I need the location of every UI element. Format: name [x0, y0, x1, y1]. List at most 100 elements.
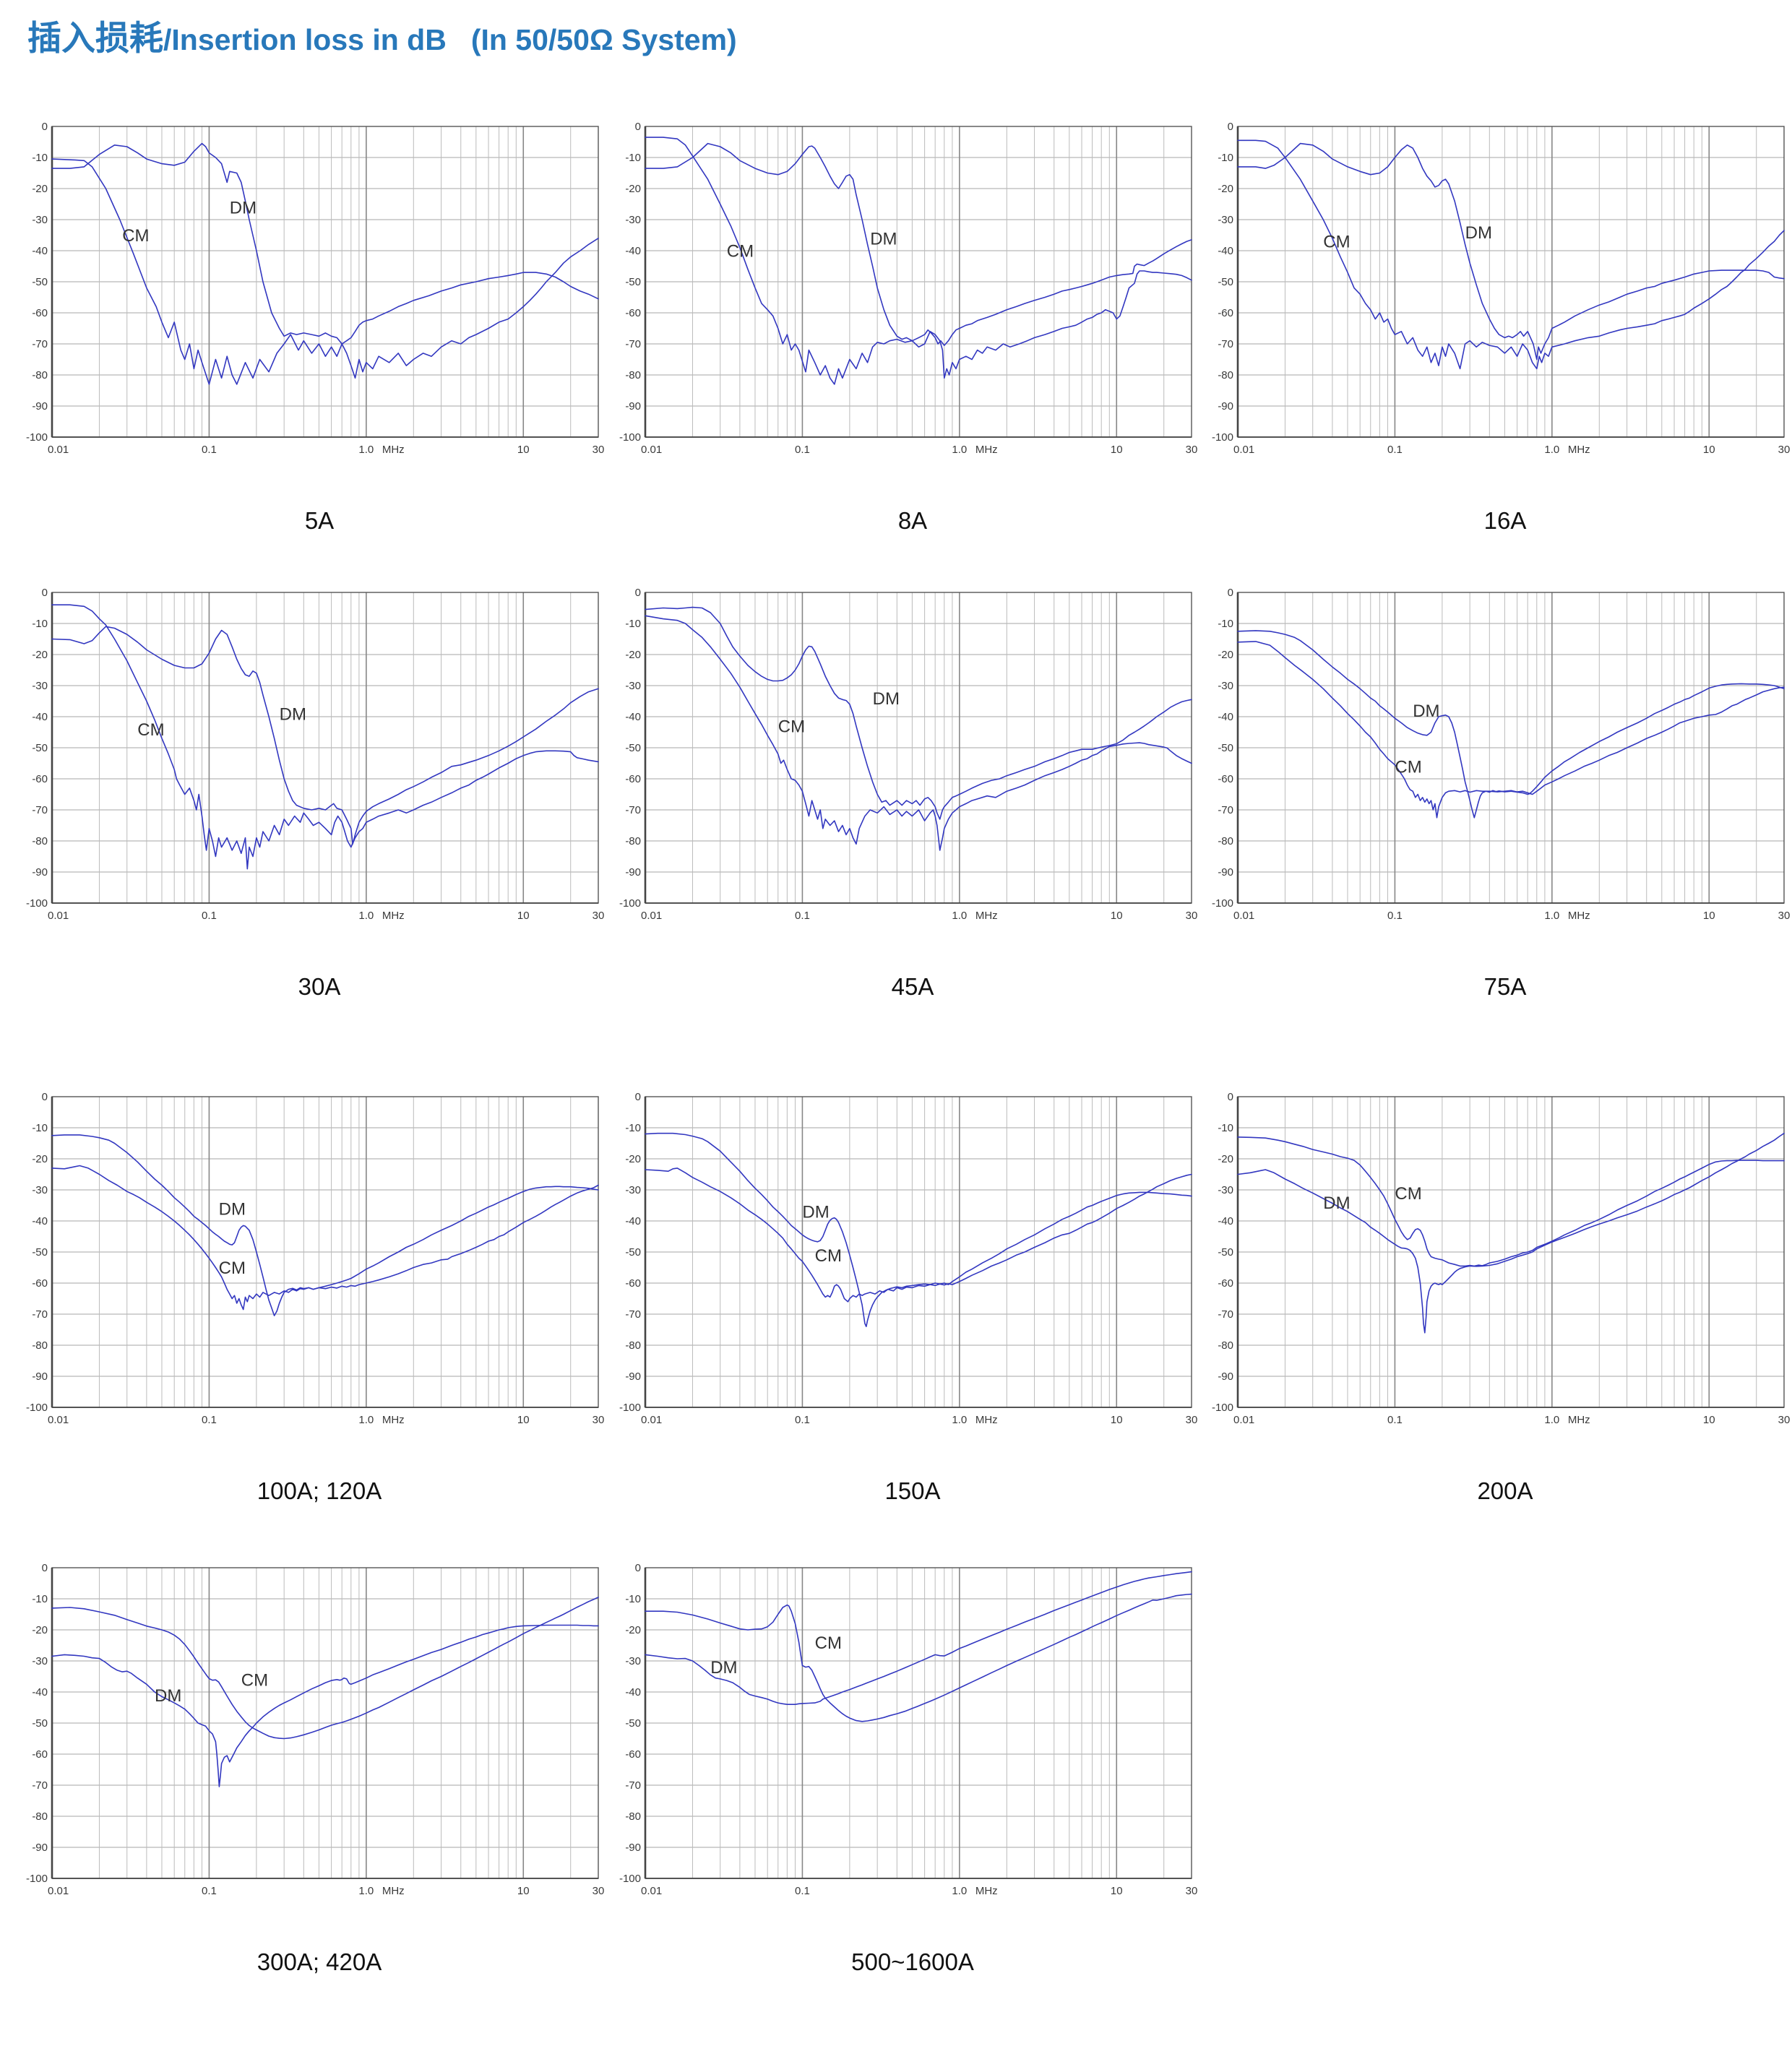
200a-cm-label: CM: [1395, 1184, 1421, 1204]
x-tick-label: 0.1: [795, 1414, 810, 1426]
x-tick-label: 0.1: [1387, 444, 1403, 456]
y-tick-label: -80: [32, 1810, 48, 1823]
chart-caption-30a: 30A: [298, 973, 341, 1000]
y-tick-label: -100: [619, 431, 641, 444]
chart-100a-120a: 0 -10 -20 -30 -40 -50 -60 -70 -80 -90 -100 0.01 0.1 1…: [23, 1091, 616, 1505]
x-tick-label: 10: [1703, 910, 1715, 922]
x-tick-label: 0.01: [1233, 444, 1254, 456]
x-tick-label: 0.1: [202, 444, 217, 456]
150a-cm-label: CM: [815, 1246, 842, 1266]
y-tick-label: 0: [635, 121, 641, 133]
y-tick-label: -30: [32, 1184, 48, 1196]
x-tick-label: 10: [517, 910, 530, 922]
y-tick-label: 0: [635, 1562, 641, 1574]
y-tick-label: -30: [1218, 214, 1233, 226]
y-tick-label: -100: [619, 897, 641, 910]
300a-420a-dm-label: DM: [155, 1686, 181, 1706]
y-tick-label: -40: [1218, 1215, 1233, 1227]
x-tick-label: 0.01: [641, 444, 662, 456]
y-tick-label: -20: [1218, 183, 1233, 195]
75a-cm-label: CM: [1395, 757, 1421, 777]
x-tick-label: 1.0: [358, 1885, 374, 1897]
y-tick-label: -10: [625, 1593, 641, 1605]
y-tick-label: -80: [625, 369, 641, 381]
y-tick-label: -70: [1218, 804, 1233, 816]
chart-8a: 0 -10 -20 -30 -40 -50 -60 -70 -80 -90 -100 0.01 0.1 1…: [616, 121, 1209, 535]
30a-dm-curve: [51, 626, 599, 845]
y-tick-label: 0: [635, 1091, 641, 1103]
x-tick-label: 30: [1778, 910, 1791, 922]
5a-dm-curve: [51, 142, 599, 345]
x-tick-label: 0.1: [1387, 910, 1403, 922]
100a-120a-cm-label: CM: [219, 1259, 246, 1278]
x-tick-label: 10: [1703, 444, 1715, 456]
y-tick-label: -100: [26, 897, 48, 910]
y-tick-label: -30: [625, 1655, 641, 1667]
y-tick-label: -70: [625, 1779, 641, 1792]
y-tick-label: -20: [32, 649, 48, 661]
16a-dm-curve: [1237, 142, 1785, 361]
y-tick-label: -40: [32, 1686, 48, 1698]
y-tick-label: -80: [1218, 369, 1233, 381]
y-tick-label: 0: [42, 121, 48, 133]
y-tick-label: -10: [32, 1122, 48, 1134]
chart-caption-500-1600a: 500~1600A: [851, 1948, 974, 1975]
chart-caption-100a-120a: 100A; 120A: [257, 1477, 382, 1504]
500-1600a-cm-curve: [645, 1593, 1192, 1722]
x-axis-unit-label: MHz: [382, 1885, 405, 1897]
x-axis-unit-label: MHz: [975, 444, 998, 456]
y-tick-label: -60: [32, 1748, 48, 1761]
150a-dm-label: DM: [802, 1203, 829, 1222]
y-tick-label: -80: [1218, 1339, 1233, 1352]
y-tick-label: -50: [1218, 1246, 1233, 1259]
8a-dm-label: DM: [870, 229, 897, 249]
x-tick-label: 10: [517, 1414, 530, 1426]
x-tick-label: 1.0: [1544, 444, 1559, 456]
x-tick-label: 1.0: [952, 1885, 967, 1897]
75a-cm-curve: [1237, 641, 1785, 819]
y-tick-label: -80: [625, 1810, 641, 1823]
y-tick-label: -30: [32, 1655, 48, 1667]
y-tick-label: -100: [1212, 431, 1233, 444]
chart-caption-45a: 45A: [891, 973, 934, 1000]
x-tick-label: 0.1: [202, 1414, 217, 1426]
y-tick-label: -40: [625, 1215, 641, 1227]
y-tick-label: -30: [625, 680, 641, 692]
y-tick-label: -30: [1218, 1184, 1233, 1196]
y-tick-label: -50: [32, 1717, 48, 1730]
x-tick-label: 30: [1186, 1885, 1198, 1897]
y-tick-label: -50: [625, 276, 641, 288]
y-tick-label: -50: [32, 1246, 48, 1259]
y-tick-label: -100: [1212, 1402, 1233, 1414]
y-tick-label: -40: [625, 711, 641, 723]
x-tick-label: 1.0: [1544, 910, 1559, 922]
y-tick-label: -90: [625, 866, 641, 879]
chart-caption-75a: 75A: [1483, 973, 1527, 1000]
y-tick-label: -40: [32, 245, 48, 257]
y-tick-label: -90: [32, 1370, 48, 1383]
100a-120a-dm-curve: [51, 1134, 599, 1316]
x-axis-unit-label: MHz: [1568, 444, 1590, 456]
y-tick-label: -90: [32, 866, 48, 879]
30a-dm-label: DM: [280, 704, 306, 724]
x-tick-label: 1.0: [952, 444, 967, 456]
x-tick-label: 10: [1111, 1414, 1123, 1426]
y-tick-label: -20: [32, 183, 48, 195]
x-tick-label: 0.01: [641, 910, 662, 922]
x-axis-unit-label: MHz: [975, 910, 998, 922]
x-tick-label: 0.1: [202, 1885, 217, 1897]
x-tick-label: 0.01: [1233, 1414, 1254, 1426]
45a-cm-curve: [645, 615, 1192, 851]
page-title-system-note: (In 50/50Ω System): [470, 23, 737, 56]
x-axis-unit-label: MHz: [382, 444, 405, 456]
y-tick-label: -60: [625, 773, 641, 785]
y-tick-label: -60: [32, 773, 48, 785]
y-tick-label: -20: [1218, 649, 1233, 661]
y-tick-label: -100: [26, 431, 48, 444]
y-tick-label: 0: [635, 587, 641, 599]
x-axis-unit-label: MHz: [975, 1885, 998, 1897]
